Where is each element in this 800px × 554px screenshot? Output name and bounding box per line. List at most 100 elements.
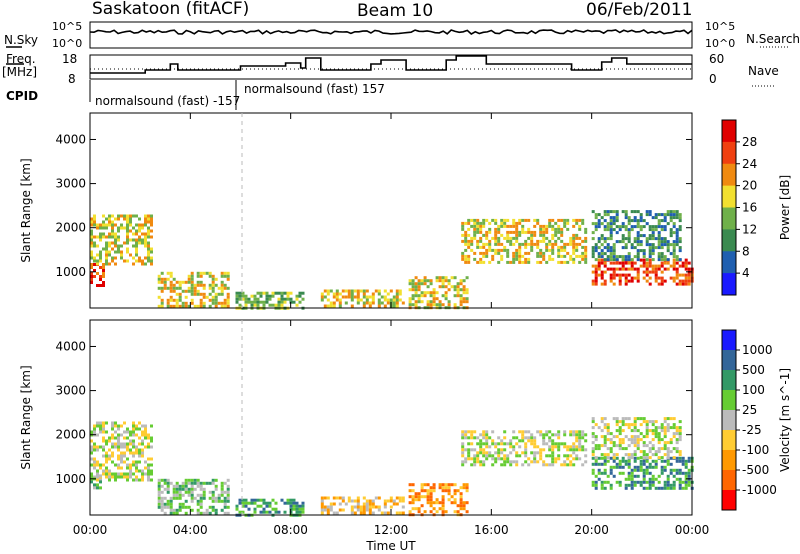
power-echo-cell [356,292,360,296]
power-echo-cell [120,250,123,254]
power-echo-cell [527,227,531,231]
velocity-echo-cell [581,445,585,449]
power-echo-cell [196,274,200,278]
velocity-echo-cell [678,483,682,487]
power-echo-cell [132,232,135,236]
power-echo-cell [289,291,293,295]
velocity-echo-cell [341,499,345,503]
velocity-echo-cell [633,474,637,478]
velocity-echo-cell [530,436,534,440]
velocity-echo-cell [509,445,513,449]
power-echo-cell [584,260,588,264]
power-echo-cell [362,289,366,293]
power-echo-cell [411,282,415,286]
power-echo-cell [660,246,664,250]
power-echo-cell [359,298,363,302]
power-echo-cell [572,242,576,246]
power-echo-cell [169,283,173,287]
power-echo-cell [678,282,682,286]
power-echo-cell [429,282,433,286]
power-colorbar-cell [722,273,736,296]
power-echo-cell [636,231,640,235]
power-echo-cell [426,279,430,283]
power-echo-cell [102,223,105,227]
velocity-echo-cell [456,510,460,514]
velocity-echo-cell [166,484,170,488]
power-echo-cell [482,260,486,264]
power-echo-cell [429,294,433,298]
velocity-echo-cell [497,451,501,455]
power-echo-cell [99,223,102,227]
velocity-echo-cell [160,490,164,494]
velocity-echo-cell [578,436,582,440]
velocity-echo-cell [114,478,117,482]
power-echo-cell [467,245,471,249]
power-echo-cell [497,236,501,240]
velocity-echo-cell [675,456,679,460]
power-echo-cell [600,243,604,247]
velocity-echo-cell [253,507,257,511]
power-echo-cell [675,258,679,262]
velocity-echo-cell [426,495,430,499]
velocity-echo-cell [353,511,357,515]
velocity-echo-cell [220,493,224,497]
power-echo-cell [144,223,147,227]
velocity-echo-cell [627,465,631,469]
velocity-echo-cell [654,420,658,424]
velocity-echo-cell [621,423,625,427]
velocity-echo-cell [135,451,138,455]
power-echo-cell [99,235,102,239]
velocity-echo-cell [380,511,384,515]
velocity-echo-cell [672,456,676,460]
velocity-echo-cell [423,495,427,499]
velocity-echo-cell [184,511,188,515]
power-echo-cell [512,242,516,246]
power-echo-cell [497,239,501,243]
velocity-echo-cell [211,478,215,482]
velocity-echo-cell [678,453,682,457]
velocity-echo-cell [196,508,200,512]
power-echo-cell [111,232,114,236]
velocity-echo-cell [542,460,546,464]
velocity-echo-cell [633,465,637,469]
velocity-echo-cell [362,496,366,500]
velocity-echo-cell [199,499,203,503]
velocity-echo-cell [503,442,507,446]
power-echo-cell [444,279,448,283]
velocity-echo-cell [639,432,643,436]
velocity-echo-cell [633,435,637,439]
velocity-echo-cell [226,511,230,515]
power-echo-cell [675,210,679,214]
velocity-echo-cell [581,436,585,440]
power-echo-cell [530,248,534,252]
power-echo-region-2 [157,271,230,308]
power-echo-cell [268,297,272,301]
velocity-echo-cell [129,433,132,437]
velocity-echo-cell [96,472,99,476]
velocity-colorbar-cell [722,350,736,371]
power-echo-cell [141,241,144,245]
power-echo-cell [530,236,534,240]
velocity-echo-cell [102,424,105,428]
velocity-echo-cell [102,469,105,473]
power-echo-cell [600,273,604,277]
power-echo-cell [657,234,661,238]
power-echo-cell [651,249,655,253]
power-ytick-label: 2000 [55,221,86,235]
power-echo-cell [657,219,661,223]
nsky-hi-tick: 10^5 [52,20,83,33]
velocity-echo-cell [414,507,418,511]
velocity-echo-cell [666,480,670,484]
velocity-echo-cell [214,508,218,512]
power-echo-cell [108,235,111,239]
power-echo-cell [669,213,673,217]
velocity-echo-cell [247,507,251,511]
power-echo-cell [461,254,465,258]
power-echo-cell [566,251,570,255]
power-echo-cell [473,224,477,228]
power-echo-cell [144,235,147,239]
velocity-echo-cell [320,511,324,515]
power-echo-cell [144,244,147,248]
velocity-echo-cell [220,508,224,512]
velocity-echo-cell [126,472,129,476]
